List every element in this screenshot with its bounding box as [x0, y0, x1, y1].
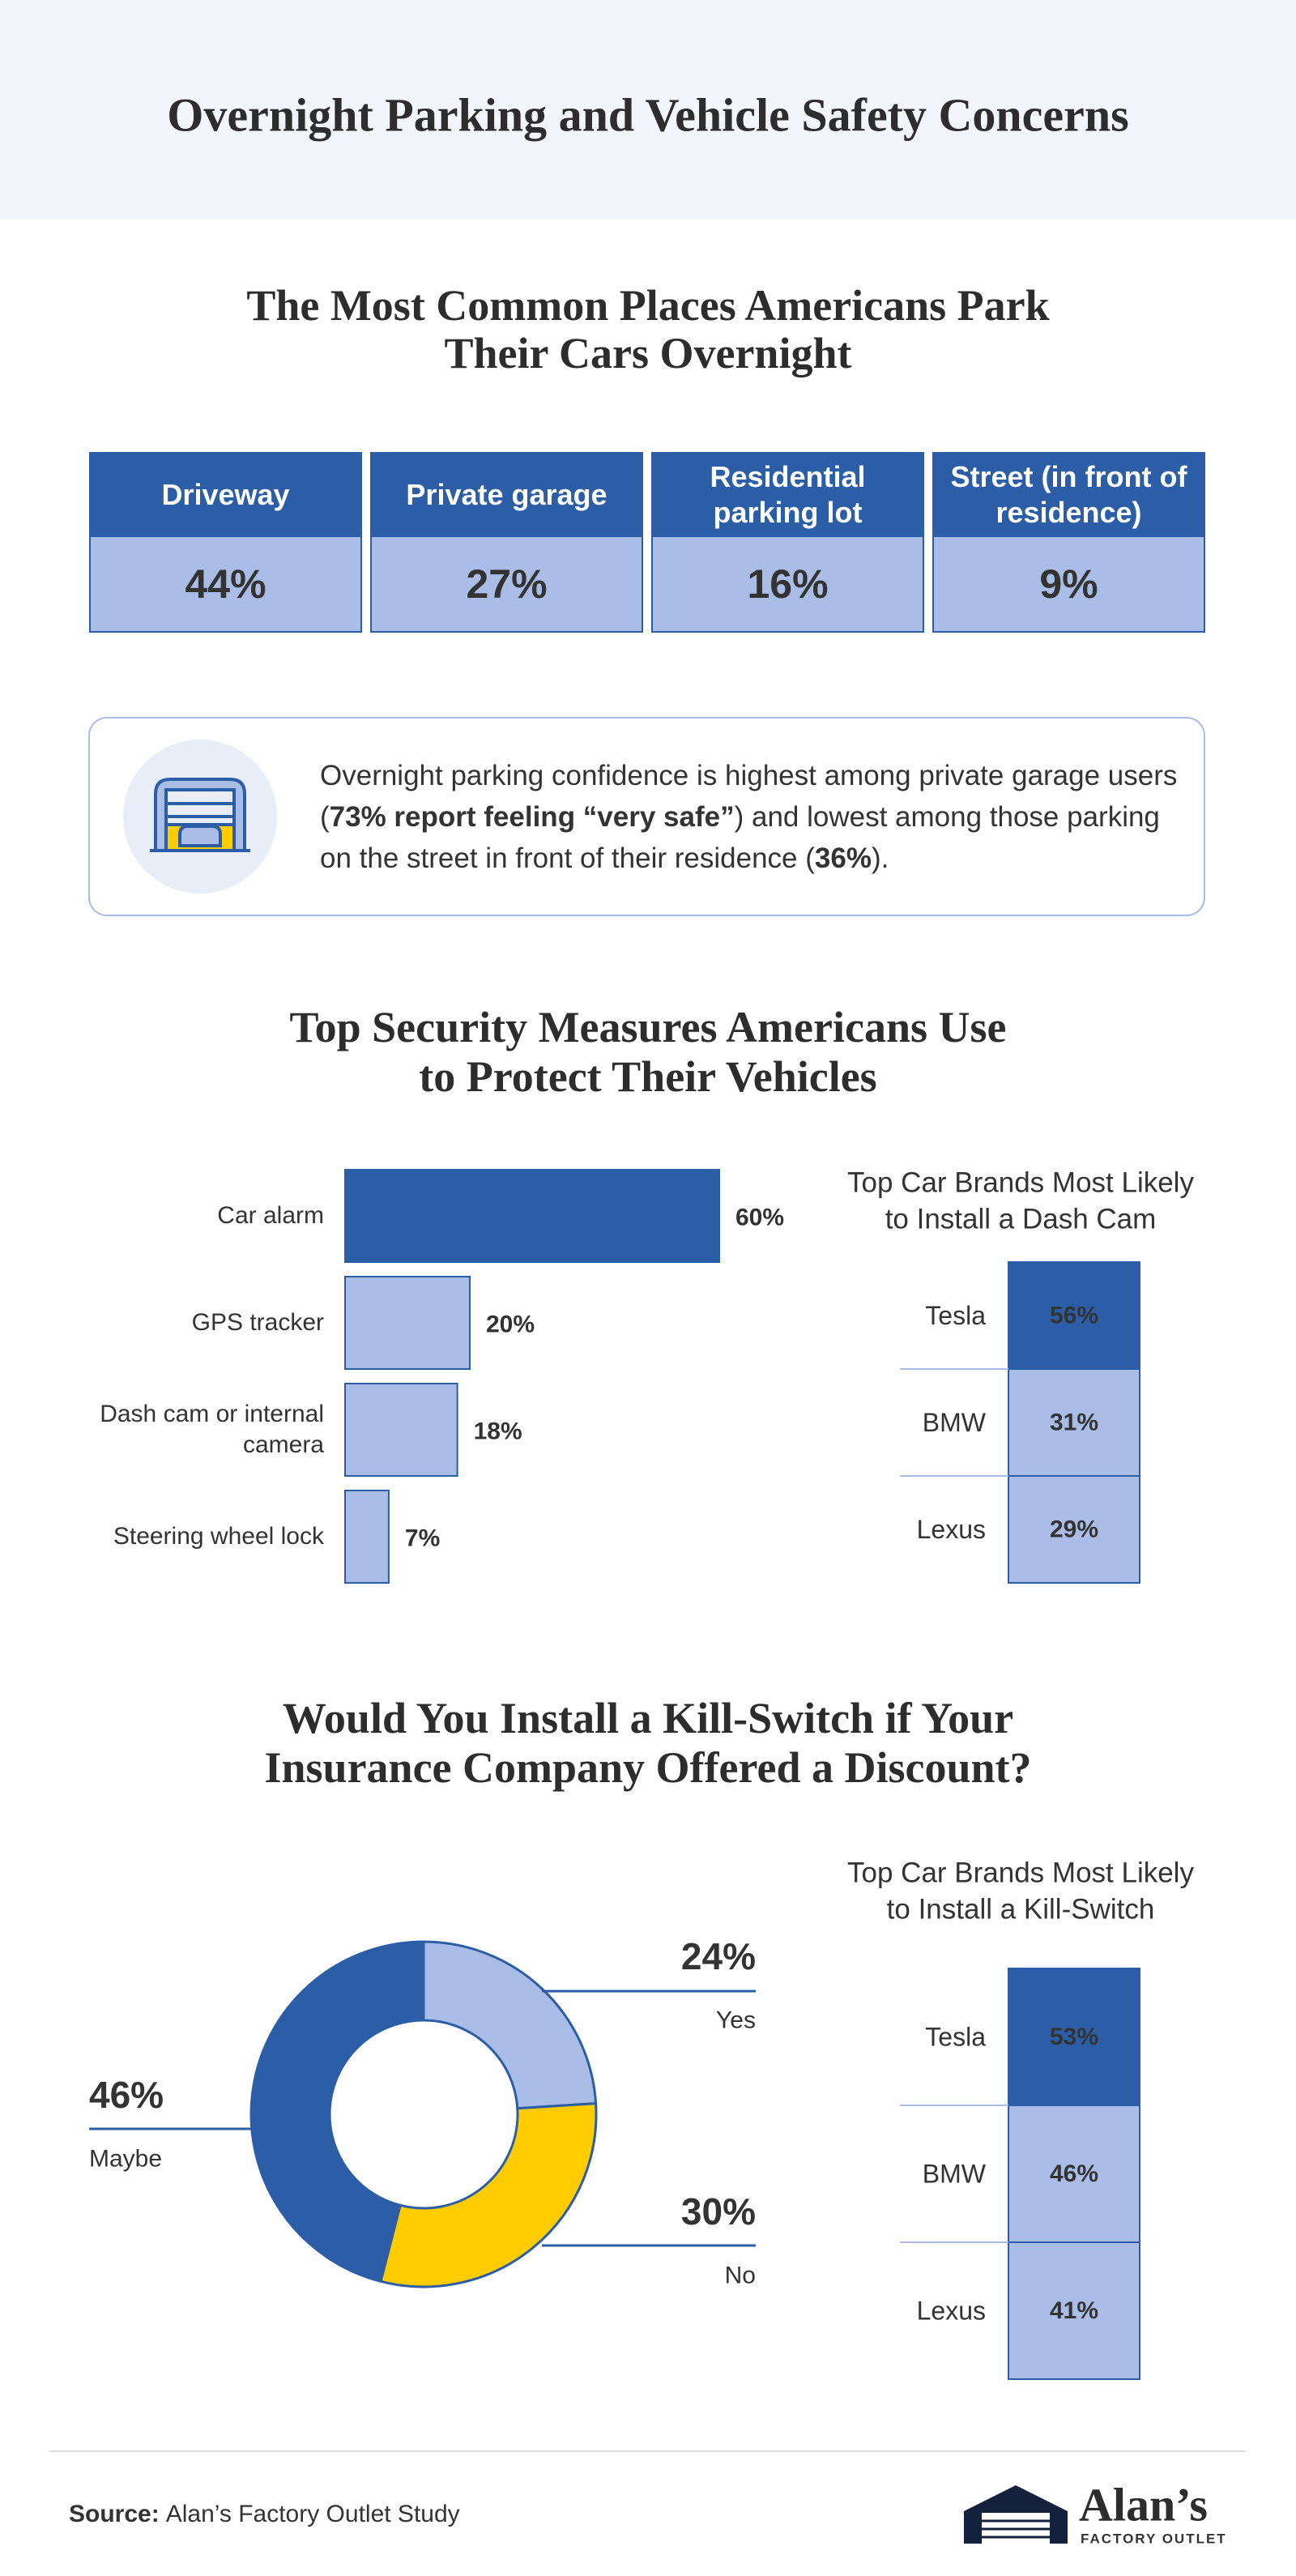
callout-span: Overnight parking confidence is highest … [320, 760, 1178, 833]
table-header-cell: Driveway [89, 452, 362, 537]
section-title: Top Security Measures Americans Use [290, 1003, 1007, 1051]
page-title: Overnight Parking and Vehicle Safety Con… [167, 89, 1128, 142]
brand-label: Tesla [925, 2023, 986, 2052]
donut-slice [379, 2102, 598, 2288]
table-value-cell: 9% [932, 537, 1205, 633]
donut-category-label: Yes [716, 2007, 756, 2034]
brand-label: Lexus [917, 2297, 986, 2326]
callout-emphasis: 36% [814, 842, 872, 874]
logo-name: Alan’s [1079, 2479, 1208, 2531]
source-text: Alan’s Factory Outlet Study [166, 2501, 460, 2527]
table-value-cell: 16% [651, 537, 924, 633]
chart-subtitle: Top Car Brands Most Likely [847, 1857, 1194, 1889]
brand-cell [1008, 1968, 1140, 2106]
brand-cell [1008, 1261, 1140, 1370]
bar-value-label: 18% [474, 1418, 522, 1445]
bar [344, 1383, 458, 1477]
source-label: Source: [69, 2501, 160, 2527]
brand-value-label: 31% [1050, 1410, 1098, 1436]
brand-value-label: 53% [1050, 2024, 1098, 2050]
brand-value-label: 41% [1050, 2297, 1098, 2324]
callout-text: Overnight parking confidence is highest … [320, 755, 1179, 879]
donut-slice [422, 1940, 598, 2110]
chart-subtitle: to Install a Kill-Switch [887, 1894, 1155, 1926]
table-header-cell: Residential parking lot [651, 452, 924, 537]
brand-cell [1008, 2105, 1140, 2243]
bar [344, 1276, 471, 1370]
bar-value-label: 20% [486, 1311, 535, 1338]
donut-value-label: 30% [681, 2190, 756, 2233]
donut-category-label: Maybe [89, 2146, 162, 2173]
brand-value-label: 56% [1050, 1303, 1098, 1329]
brand-cell [1008, 1475, 1140, 1584]
brand-cell [1008, 2241, 1140, 2380]
brand-label: Tesla [925, 1301, 986, 1330]
donut-value-label: 46% [89, 2074, 164, 2116]
bar-value-label: 60% [735, 1205, 784, 1231]
source-line: Source: Alan’s Factory Outlet Study [69, 2501, 460, 2527]
donut-slice [249, 1940, 425, 2284]
table-header-cell: Private garage [370, 452, 643, 537]
chart-subtitle: Top Car Brands Most Likely [847, 1167, 1194, 1199]
callout-span: ) and lowest among those parking on the … [320, 801, 1160, 874]
section-title: The Most Common Places Americans Park [246, 281, 1049, 330]
section-title: Insurance Company Offered a Discount? [264, 1743, 1031, 1792]
brand-cell [1008, 1368, 1140, 1477]
logo-icon [964, 2485, 1068, 2544]
garage-icon [150, 778, 250, 852]
bar-value-label: 7% [405, 1525, 440, 1552]
brand-label: Lexus [917, 1515, 986, 1544]
section-title: to Protect Their Vehicles [419, 1052, 876, 1101]
callout-span: ). [871, 842, 889, 874]
table-value-cell: 44% [89, 537, 362, 633]
brand-label: BMW [923, 1408, 987, 1437]
bar-label: GPS tracker [191, 1309, 324, 1336]
donut-value-label: 24% [681, 1935, 756, 1977]
section-title: Their Cars Overnight [445, 329, 852, 377]
brand-value-label: 46% [1050, 2160, 1098, 2187]
bar-label: Steering wheel lock [113, 1523, 324, 1550]
bar [344, 1169, 720, 1263]
callout-box [88, 717, 1205, 916]
section-title: Would You Install a Kill-Switch if Your [283, 1694, 1013, 1742]
table-header-cell: Street (in front of residence) [932, 452, 1205, 537]
bar-label: Car alarm [217, 1202, 324, 1229]
callout-emphasis: 73% report feeling “very safe” [329, 801, 735, 833]
chart-subtitle: to Install a Dash Cam [885, 1204, 1157, 1235]
logo-tagline: FACTORY OUTLET [1081, 2531, 1227, 2547]
bar-label: Dash cam or internal camera [100, 1401, 324, 1458]
brand-label: BMW [923, 2160, 987, 2189]
table-value-cell: 27% [370, 537, 643, 633]
header-band [0, 0, 1296, 219]
donut-category-label: No [725, 2263, 756, 2289]
brand-value-label: 29% [1050, 1516, 1098, 1543]
bar [344, 1490, 390, 1584]
